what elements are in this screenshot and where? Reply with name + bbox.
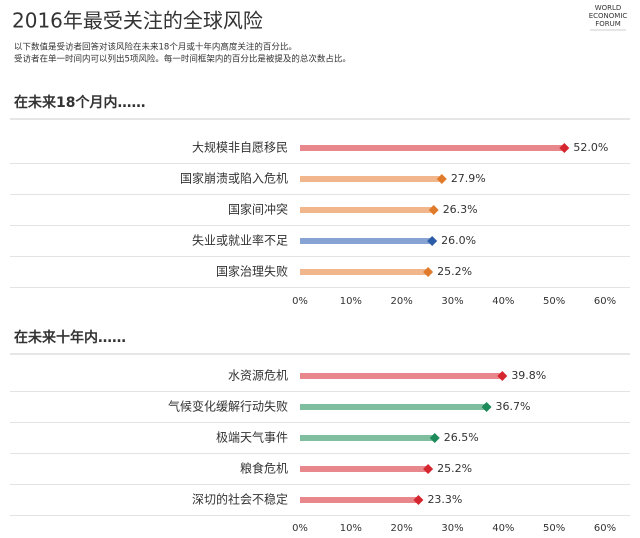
x-tick-label: 60% [594, 523, 616, 534]
bar [300, 404, 487, 410]
value-label: 25.2% [437, 265, 472, 278]
x-tick-label: 60% [594, 296, 616, 307]
category-label: 粮食危机 [240, 461, 288, 476]
value-label: 23.3% [427, 493, 462, 506]
subtitle: 受访者在单一时间内可以列出5项风险。每一时间框架内的百分比是被提及的总次数占比。 [14, 54, 351, 65]
category-label: 大规模非自愿移民 [192, 140, 288, 155]
bar-marker [413, 495, 424, 505]
x-tick-label: 10% [340, 296, 362, 307]
x-tick-label: 50% [543, 296, 565, 307]
page-title: 2016年最受关注的全球风险 [12, 9, 263, 33]
logo-text: WORLD [595, 4, 622, 12]
bar [300, 497, 419, 503]
value-label: 25.2% [437, 462, 472, 475]
bar [300, 207, 434, 213]
logo-text: FORUM [595, 20, 621, 28]
category-label: 水资源危机 [228, 369, 288, 383]
subtitle: 以下数值是受访者回答对该风险在未来18个月或十年内高度关注的百分比。 [14, 42, 297, 53]
category-label: 国家治理失败 [216, 264, 288, 279]
x-tick-label: 30% [441, 523, 463, 534]
value-label: 26.5% [444, 431, 479, 444]
bar-marker [436, 174, 447, 184]
bar-marker [559, 143, 570, 153]
bar [300, 435, 435, 441]
bar-marker [481, 402, 492, 412]
bar-marker [427, 236, 438, 246]
x-tick-label: 30% [441, 296, 463, 307]
category-label: 深切的社会不稳定 [192, 492, 288, 507]
value-label: 39.8% [511, 369, 546, 382]
category-label: 失业或就业率不足 [192, 233, 288, 248]
logo-text: ECONOMIC [589, 12, 628, 20]
category-label: 极端天气事件 [216, 430, 288, 445]
bar [300, 373, 503, 379]
bar [300, 466, 429, 472]
panel-title: 在未来十年内…… [14, 329, 126, 346]
x-tick-label: 50% [543, 523, 565, 534]
value-label: 52.0% [573, 141, 608, 154]
value-label: 36.7% [496, 400, 531, 413]
x-tick-label: 40% [492, 296, 514, 307]
category-label: 国家间冲突 [228, 202, 288, 217]
value-label: 26.3% [443, 203, 478, 216]
x-tick-label: 20% [391, 523, 413, 534]
bar [300, 145, 565, 151]
value-label: 27.9% [451, 172, 486, 185]
bar-marker [428, 205, 439, 215]
bar-marker [423, 464, 434, 474]
bar-marker [429, 433, 440, 443]
category-label: 国家崩溃或陷入危机 [180, 171, 288, 186]
panel-title: 在未来18个月内…… [14, 94, 145, 111]
bar-marker [497, 371, 508, 381]
bar [300, 238, 433, 244]
x-tick-label: 0% [292, 523, 308, 534]
value-label: 26.0% [441, 234, 476, 247]
bar [300, 269, 429, 275]
bar-marker [423, 267, 434, 277]
x-tick-label: 0% [292, 296, 308, 307]
x-tick-label: 40% [492, 523, 514, 534]
category-label: 气候变化缓解行动失败 [168, 399, 288, 414]
bar [300, 176, 442, 182]
x-tick-label: 20% [391, 296, 413, 307]
x-tick-label: 10% [340, 523, 362, 534]
